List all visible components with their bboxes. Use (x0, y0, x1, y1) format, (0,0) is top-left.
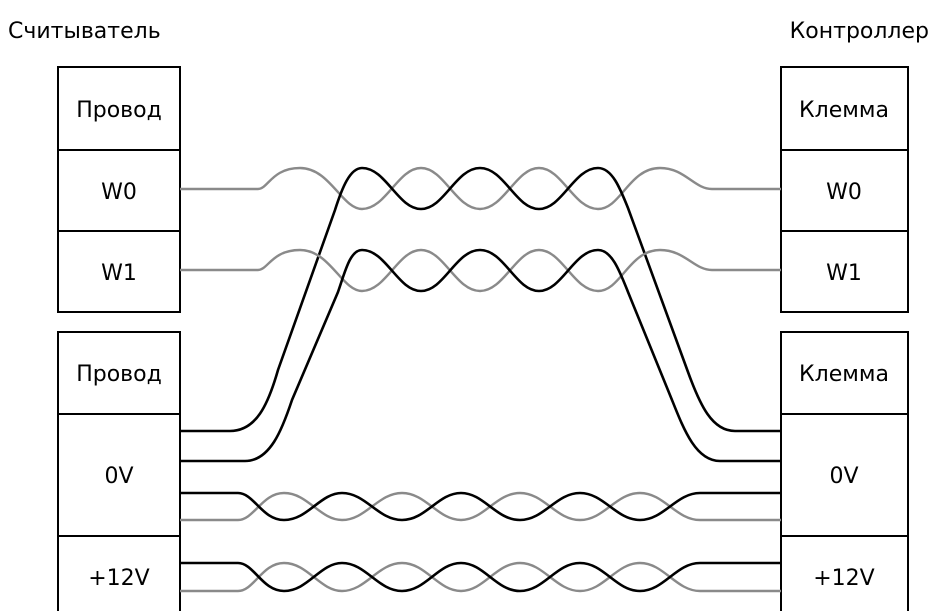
controller-row-w0-label: W0 (826, 180, 862, 205)
wire-w1 (180, 248, 781, 293)
controller-row-w0 (780, 149, 909, 232)
reader-header-label: Провод (76, 362, 162, 387)
wire-0v-a (180, 166, 781, 433)
controller-row-0v-label: 0V (829, 464, 858, 489)
controller-row-w1-label: W1 (826, 261, 862, 286)
controller-block-signal: Клемма W0 W1 (780, 66, 909, 313)
controller-row-0v (780, 413, 909, 537)
reader-header-label: Провод (76, 98, 162, 123)
wire-0v-black (180, 491, 781, 522)
controller-header-cell (780, 331, 909, 415)
reader-block-power: Провод 0V +12V (57, 331, 181, 611)
twisted-pair-w0 (180, 166, 781, 433)
reader-row-w0 (57, 149, 181, 232)
reader-row-0v-label: 0V (104, 464, 133, 489)
twisted-pair-12v (180, 561, 781, 593)
controller-header-cell (780, 66, 909, 151)
reader-table: Провод W0 W1 Провод 0V +12V (57, 66, 181, 611)
reader-row-12v-label: +12V (88, 566, 149, 591)
twisted-pair-w1 (180, 248, 781, 463)
reader-block-signal: Провод W0 W1 (57, 66, 181, 313)
controller-row-12v-label: +12V (813, 566, 874, 591)
controller-title: Контроллер (790, 19, 929, 44)
reader-row-w1-label: W1 (101, 261, 137, 286)
controller-block-power: Клемма 0V +12V (780, 331, 909, 611)
controller-row-w1 (780, 230, 909, 313)
reader-header-cell (57, 331, 181, 415)
reader-header-cell (57, 66, 181, 151)
reader-row-w0-label: W0 (101, 180, 137, 205)
reader-title: Считыватель (8, 19, 161, 44)
reader-row-w1 (57, 230, 181, 313)
controller-table: Клемма W0 W1 Клемма 0V +12V (780, 66, 909, 611)
wire-12v-black (180, 561, 781, 593)
wire-0v-b (180, 248, 781, 463)
reader-row-12v (57, 535, 181, 611)
controller-row-12v (780, 535, 909, 611)
controller-header-label: Клемма (799, 362, 889, 387)
controller-header-label: Клемма (799, 98, 889, 123)
twisted-pair-0v (180, 491, 781, 522)
wire-w0 (180, 166, 781, 211)
